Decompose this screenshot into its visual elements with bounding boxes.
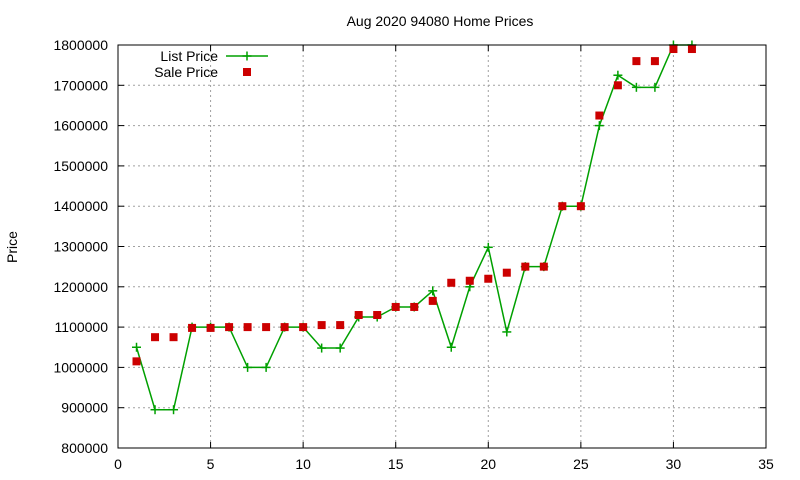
- data-point: [446, 342, 456, 352]
- data-point: [151, 333, 160, 342]
- y-tick-label: 1200000: [53, 279, 108, 295]
- data-point: [243, 323, 252, 332]
- data-point: [484, 274, 493, 283]
- data-point: [558, 202, 567, 211]
- data-point: [169, 333, 178, 342]
- x-tick-label: 10: [295, 456, 311, 472]
- data-point: [261, 362, 271, 372]
- data-point: [335, 343, 345, 353]
- legend-marker: [242, 51, 252, 61]
- data-point: [521, 262, 530, 271]
- x-tick-label: 5: [207, 456, 215, 472]
- data-point: [206, 323, 215, 332]
- data-point: [391, 302, 400, 311]
- data-point: [483, 242, 493, 252]
- y-tick-label: 1400000: [53, 198, 108, 214]
- data-point: [280, 323, 289, 332]
- data-point: [502, 327, 512, 337]
- data-point: [613, 81, 622, 90]
- x-tick-label: 0: [114, 456, 122, 472]
- series-sale-price: [132, 45, 696, 366]
- data-point: [188, 323, 197, 332]
- legend-label: List Price: [160, 48, 218, 64]
- data-point: [539, 262, 548, 271]
- y-tick-label: 1000000: [53, 359, 108, 375]
- data-point: [262, 323, 271, 332]
- series-line: [135, 44, 692, 411]
- y-tick-label: 1800000: [53, 37, 108, 53]
- data-point: [595, 111, 604, 120]
- series-list-price: [132, 40, 697, 415]
- x-tick-label: 35: [758, 456, 774, 472]
- data-point: [225, 323, 234, 332]
- data-point: [632, 57, 641, 66]
- y-tick-label: 1300000: [53, 239, 108, 255]
- data-point: [465, 276, 474, 285]
- data-point: [447, 278, 456, 287]
- chart-title: Aug 2020 94080 Home Prices: [347, 13, 534, 29]
- data-point: [687, 45, 696, 54]
- y-tick-label: 1700000: [53, 77, 108, 93]
- axis-ticks: 0 5 10 15 20 25 30 35 800000 900000 1000000 1100000…: [53, 37, 774, 472]
- data-point: [502, 268, 511, 277]
- data-point: [613, 70, 623, 80]
- data-point: [428, 296, 437, 305]
- data-point: [317, 321, 326, 330]
- data-point: [132, 342, 142, 352]
- data-point: [373, 311, 382, 320]
- data-point: [317, 343, 327, 353]
- y-axis-label: Price: [4, 231, 20, 263]
- y-tick-label: 1500000: [53, 158, 108, 174]
- x-tick-label: 15: [388, 456, 404, 472]
- data-point: [650, 82, 660, 92]
- data-point: [594, 121, 604, 131]
- y-tick-label: 1600000: [53, 118, 108, 134]
- y-tick-label: 900000: [61, 400, 108, 416]
- data-point: [576, 202, 585, 211]
- data-point: [132, 357, 141, 366]
- data-point: [428, 286, 438, 296]
- data-point: [336, 321, 345, 330]
- data-point: [243, 362, 253, 372]
- series-layer: [132, 40, 697, 415]
- data-point: [669, 45, 678, 54]
- data-point: [299, 323, 308, 332]
- data-point: [169, 405, 179, 415]
- legend-label: Sale Price: [154, 64, 218, 80]
- data-point: [410, 302, 419, 311]
- data-point: [650, 57, 659, 66]
- plot-frame: [117, 44, 767, 449]
- legend-marker: [243, 68, 251, 76]
- y-tick-label: 800000: [61, 440, 108, 456]
- y-tick-label: 1100000: [55, 319, 109, 335]
- data-point: [631, 82, 641, 92]
- x-tick-label: 30: [666, 456, 682, 472]
- data-point: [354, 311, 363, 320]
- data-point: [150, 405, 160, 415]
- x-tick-label: 25: [573, 456, 589, 472]
- grid: [118, 45, 766, 448]
- x-tick-label: 20: [480, 456, 496, 472]
